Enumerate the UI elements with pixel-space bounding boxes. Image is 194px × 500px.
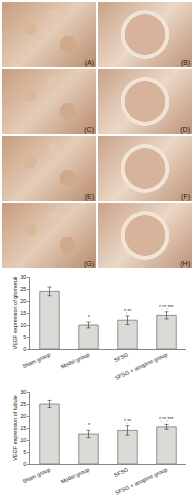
- svg-text:*,**,***: *,**,***: [159, 304, 174, 310]
- svg-text:SFSG: SFSG: [113, 466, 129, 478]
- svg-text:VEGF expression of glomeruli: VEGF expression of glomeruli: [12, 276, 18, 349]
- html-text:(F): (F): [181, 193, 190, 200]
- html-text:(G): (G): [83, 260, 94, 267]
- svg-text:25: 25: [20, 401, 26, 407]
- svg-text:Sham group: Sham group: [21, 466, 51, 484]
- svg-text:Model group: Model group: [60, 351, 90, 369]
- svg-text:Sham group: Sham group: [21, 351, 51, 369]
- svg-text:30: 30: [20, 389, 26, 395]
- svg-text:VEGF expression of tubule: VEGF expression of tubule: [12, 395, 18, 461]
- html-text:(B): (B): [180, 59, 190, 66]
- svg-text:Model group: Model group: [60, 466, 90, 484]
- svg-text:SFSG + atropine group: SFSG + atropine group: [114, 351, 168, 380]
- svg-text:15: 15: [20, 310, 26, 316]
- svg-text:5: 5: [23, 449, 26, 455]
- html-text:(H): (H): [180, 260, 190, 267]
- svg-text:15: 15: [20, 425, 26, 431]
- svg-text:*: *: [88, 422, 90, 428]
- svg-text:SFSG: SFSG: [113, 351, 129, 363]
- svg-text:10: 10: [20, 322, 26, 328]
- svg-text:*: *: [88, 314, 90, 320]
- svg-text:*,**,***: *,**,***: [159, 416, 174, 422]
- svg-text:0: 0: [23, 461, 26, 467]
- svg-text:10: 10: [20, 437, 26, 443]
- svg-text:SFSG + atropine group: SFSG + atropine group: [114, 466, 168, 495]
- svg-text:20: 20: [20, 298, 26, 304]
- svg-text:25: 25: [20, 286, 26, 292]
- html-text:(C): (C): [84, 126, 94, 133]
- svg-text:20: 20: [20, 413, 26, 419]
- svg-text:5: 5: [23, 334, 26, 340]
- svg-text:0: 0: [23, 346, 26, 352]
- html-text:(E): (E): [84, 193, 94, 200]
- html-text:(D): (D): [180, 126, 190, 133]
- svg-text:30: 30: [20, 274, 26, 280]
- svg-text:*,**: *,**: [124, 308, 131, 314]
- html-text:(A): (A): [84, 59, 94, 66]
- svg-text:*,**: *,**: [124, 418, 131, 424]
